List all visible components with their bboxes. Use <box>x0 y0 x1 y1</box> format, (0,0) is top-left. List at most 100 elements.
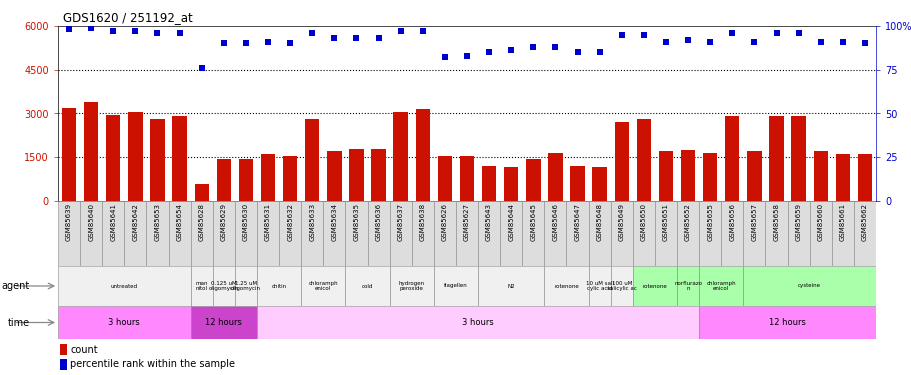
Bar <box>499 201 522 266</box>
Point <box>327 35 342 41</box>
Text: GSM85640: GSM85640 <box>88 203 94 241</box>
Point <box>194 65 209 71</box>
Bar <box>84 102 98 201</box>
Bar <box>345 266 389 306</box>
Bar <box>614 122 629 201</box>
Text: GSM85644: GSM85644 <box>507 203 514 241</box>
Bar <box>367 201 389 266</box>
Text: 0.125 uM
oligomycin: 0.125 uM oligomycin <box>209 281 239 291</box>
Bar <box>676 266 699 306</box>
Bar <box>681 150 694 201</box>
Bar <box>724 116 739 201</box>
Bar <box>434 201 456 266</box>
Point <box>504 48 518 54</box>
Bar <box>60 358 67 370</box>
Text: GSM85659: GSM85659 <box>794 203 801 241</box>
Point <box>569 49 584 55</box>
Point <box>813 39 827 45</box>
Text: GSM85646: GSM85646 <box>552 203 558 241</box>
Bar <box>791 116 805 201</box>
Text: man
nitol: man nitol <box>195 281 208 291</box>
Text: N2: N2 <box>507 284 515 288</box>
Bar <box>632 266 676 306</box>
Bar <box>809 201 831 266</box>
Bar <box>548 153 562 201</box>
Bar <box>658 152 672 201</box>
Point <box>680 37 694 43</box>
Bar <box>742 266 875 306</box>
Bar <box>834 154 849 201</box>
Point <box>481 49 496 55</box>
Bar <box>235 201 257 266</box>
Point <box>62 27 77 33</box>
Text: time: time <box>8 318 30 327</box>
Point <box>371 35 385 41</box>
Text: GSM85633: GSM85633 <box>309 203 315 241</box>
Point <box>282 40 297 46</box>
Bar <box>194 183 209 201</box>
Bar <box>257 306 699 339</box>
Text: GSM85632: GSM85632 <box>287 203 292 241</box>
Point <box>437 54 452 60</box>
Point <box>614 32 629 38</box>
Point <box>526 44 540 50</box>
Bar <box>813 152 827 201</box>
Text: count: count <box>70 345 97 355</box>
Bar <box>345 201 367 266</box>
Point <box>548 44 562 50</box>
Bar <box>190 306 257 339</box>
Bar <box>389 201 411 266</box>
Point <box>834 39 849 45</box>
Text: 3 hours: 3 hours <box>108 318 140 327</box>
Bar <box>301 201 322 266</box>
Text: GSM85627: GSM85627 <box>464 203 469 241</box>
Bar <box>371 148 385 201</box>
Bar <box>504 168 517 201</box>
Text: GSM85626: GSM85626 <box>442 203 447 241</box>
Text: GSM85642: GSM85642 <box>132 203 138 241</box>
Bar <box>279 201 301 266</box>
Point <box>150 30 165 36</box>
Bar <box>322 201 345 266</box>
Bar <box>831 201 853 266</box>
Bar <box>58 266 190 306</box>
Bar <box>239 159 253 201</box>
Text: GSM85662: GSM85662 <box>861 203 867 241</box>
Bar <box>282 156 297 201</box>
Bar <box>212 266 235 306</box>
Bar <box>676 201 699 266</box>
Bar <box>699 306 875 339</box>
Point <box>261 39 275 45</box>
Point <box>459 53 474 59</box>
Bar <box>150 119 165 201</box>
Point <box>415 28 430 34</box>
Bar <box>349 148 363 201</box>
Bar <box>544 201 566 266</box>
Bar <box>477 266 544 306</box>
Point <box>349 35 363 41</box>
Text: GSM85660: GSM85660 <box>817 203 823 241</box>
Text: 12 hours: 12 hours <box>205 318 242 327</box>
Point <box>106 28 120 34</box>
Point <box>746 39 761 45</box>
Bar <box>172 116 187 201</box>
Text: cold: cold <box>362 284 373 288</box>
Bar <box>411 201 434 266</box>
Bar <box>699 201 721 266</box>
Bar <box>301 266 345 306</box>
Point <box>393 28 407 34</box>
Bar <box>481 166 496 201</box>
Text: GDS1620 / 251192_at: GDS1620 / 251192_at <box>63 11 192 24</box>
Point <box>791 30 805 36</box>
Bar <box>393 112 407 201</box>
Bar <box>636 119 650 201</box>
Text: GSM85636: GSM85636 <box>375 203 381 241</box>
Bar <box>304 119 319 201</box>
Bar <box>742 201 764 266</box>
Text: 100 uM
salicylic ac: 100 uM salicylic ac <box>606 281 636 291</box>
Bar <box>58 306 190 339</box>
Bar <box>102 201 124 266</box>
Text: untreated: untreated <box>110 284 138 288</box>
Text: GSM85647: GSM85647 <box>574 203 580 241</box>
Bar <box>147 201 169 266</box>
